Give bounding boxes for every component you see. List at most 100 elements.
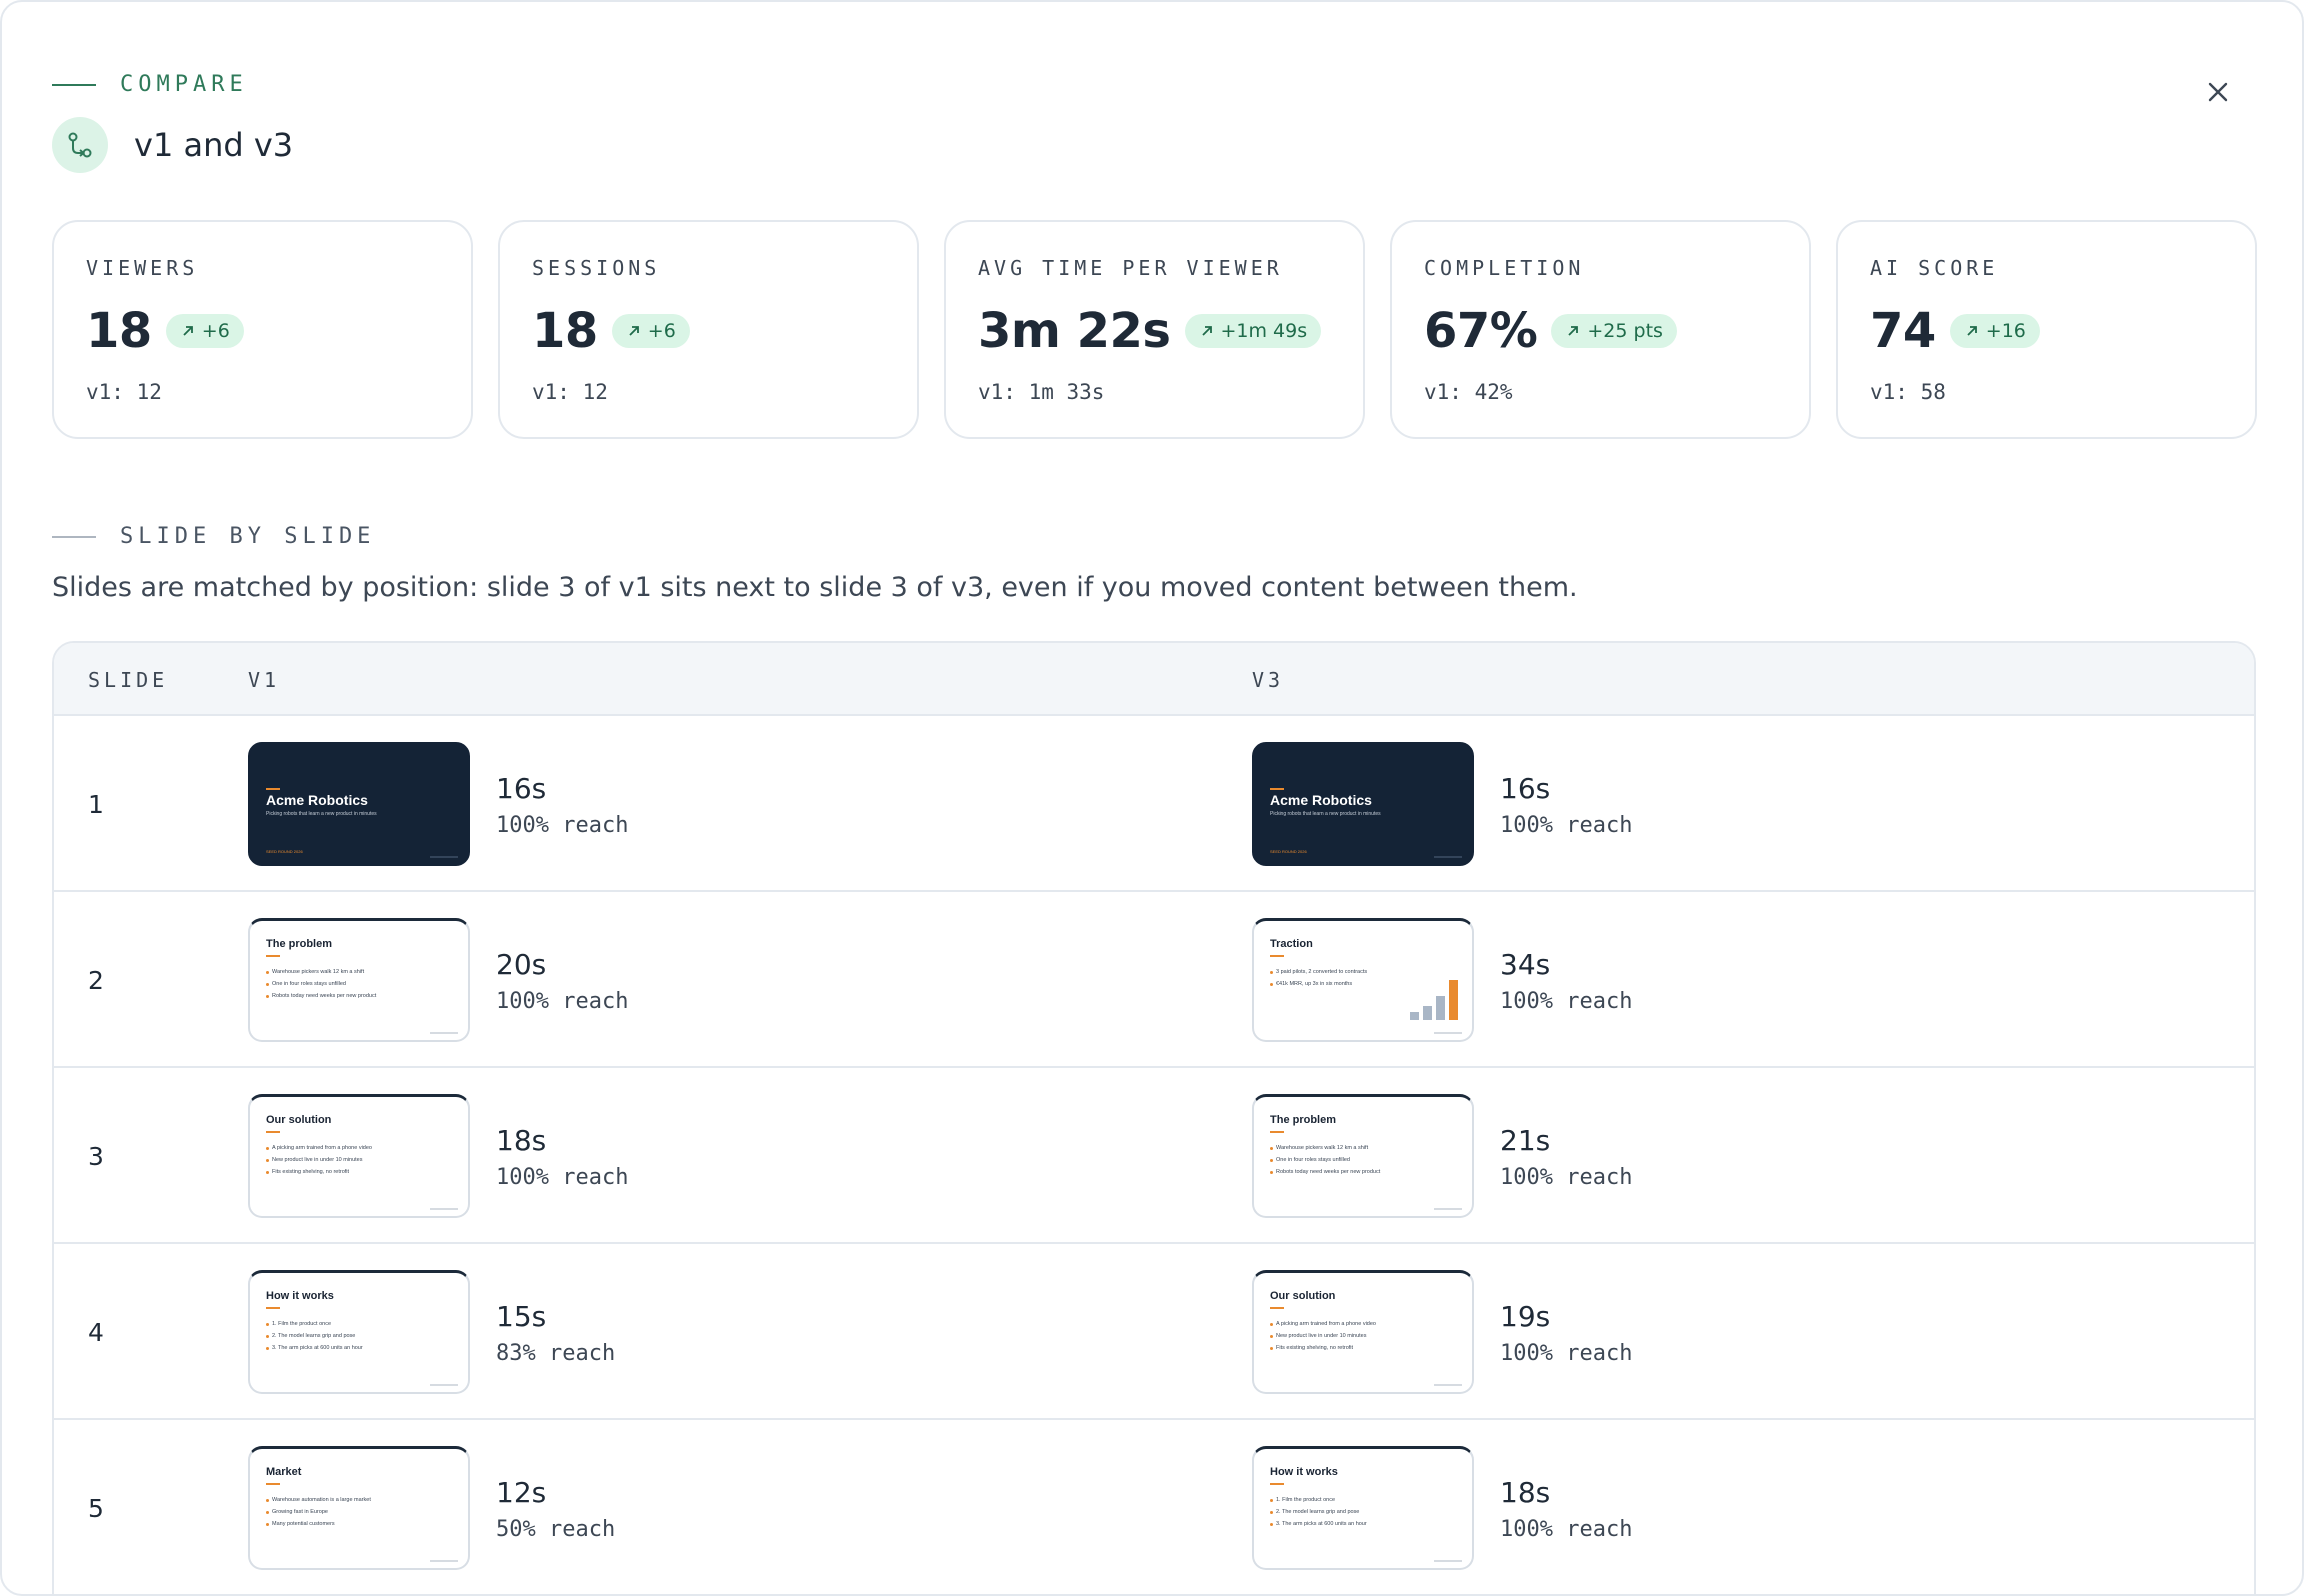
arrow-up-right-icon bbox=[1201, 326, 1212, 336]
thumbnail-title: Market bbox=[266, 1466, 302, 1478]
slide-thumbnail[interactable]: Acme Robotics Picking robots that learn … bbox=[1252, 742, 1474, 866]
stat-label: COMPLETION bbox=[1424, 256, 1585, 280]
thumbnail-bullets: Warehouse pickers walk 12 km a shift One… bbox=[1270, 1142, 1380, 1178]
table-row: 3 Our solution A picking arm trained fro… bbox=[54, 1068, 2254, 1244]
reach-percent: 100% reach bbox=[1500, 1341, 1633, 1366]
reach-percent: 100% reach bbox=[1500, 989, 1633, 1014]
mini-chart-bar bbox=[1449, 980, 1458, 1020]
thumbnail-bullets: 1. Film the product once 2. The model le… bbox=[266, 1318, 363, 1354]
reach-percent: 83% reach bbox=[496, 1341, 616, 1366]
stat-delta-text: +6 bbox=[647, 320, 676, 342]
stat-card-ai-score: AI SCORE 74 +16 v1: 58 bbox=[1836, 220, 2257, 439]
dialog-title: v1 and v3 bbox=[134, 126, 294, 164]
thumbnail-bullet: Growing fast in Europe bbox=[266, 1506, 371, 1518]
thumbnail-bullet: 1. Film the product once bbox=[266, 1318, 363, 1330]
stat-value: 18 bbox=[532, 303, 598, 359]
thumbnail-accent bbox=[266, 788, 280, 790]
reach-percent: 100% reach bbox=[496, 813, 629, 838]
stat-label: SESSIONS bbox=[532, 256, 661, 280]
v3-cell: Traction 3 paid pilots, 2 converted to c… bbox=[1252, 918, 1632, 1042]
thumbnail-footer bbox=[430, 1384, 458, 1386]
close-icon bbox=[2208, 82, 2228, 102]
stat-delta-text: +25 pts bbox=[1587, 320, 1663, 342]
view-time: 12s bbox=[496, 1476, 547, 1509]
reach-percent: 100% reach bbox=[1500, 813, 1633, 838]
table-row: 5 Market Warehouse automation is a large… bbox=[54, 1420, 2254, 1594]
thumbnail-accent bbox=[1270, 1483, 1284, 1485]
stat-delta-badge: +16 bbox=[1949, 314, 2040, 348]
thumbnail-bullets: A picking arm trained from a phone video… bbox=[1270, 1318, 1376, 1354]
arrow-up-right-icon bbox=[629, 326, 639, 336]
stat-value: 67% bbox=[1424, 303, 1538, 359]
thumbnail-footer bbox=[430, 1032, 458, 1034]
thumbnail-footer bbox=[1434, 856, 1462, 858]
thumbnail-tag: SEED ROUND 2026 bbox=[1270, 849, 1307, 854]
thumbnail-bullet: Warehouse pickers walk 12 km a shift bbox=[266, 966, 376, 978]
thumbnail-bullet: 3. The arm picks at 600 units an hour bbox=[266, 1342, 363, 1354]
stat-label: AI SCORE bbox=[1870, 256, 1999, 280]
v1-cell: Market Warehouse automation is a large m… bbox=[248, 1446, 615, 1570]
slide-number: 2 bbox=[88, 966, 104, 995]
arrow-up-right-icon bbox=[183, 326, 193, 336]
v3-cell: How it works 1. Film the product once 2.… bbox=[1252, 1446, 1632, 1570]
stat-delta-text: +1m 49s bbox=[1220, 320, 1308, 342]
v1-cell: How it works 1. Film the product once 2.… bbox=[248, 1270, 615, 1394]
table-row: 2 The problem Warehouse pickers walk 12 … bbox=[54, 892, 2254, 1068]
thumbnail-bullet: 1. Film the product once bbox=[1270, 1494, 1367, 1506]
thumbnail-bullet: Fits existing shelving, no retrofit bbox=[1270, 1342, 1376, 1354]
thumbnail-accent bbox=[266, 1307, 280, 1309]
slide-thumbnail[interactable]: Acme Robotics Picking robots that learn … bbox=[248, 742, 470, 866]
thumbnail-bullet: A picking arm trained from a phone video bbox=[1270, 1318, 1376, 1330]
slide-thumbnail[interactable]: Our solution A picking arm trained from … bbox=[248, 1094, 470, 1218]
thumbnail-bullet: Warehouse pickers walk 12 km a shift bbox=[1270, 1142, 1380, 1154]
stat-card-sessions: SESSIONS 18 +6 v1: 12 bbox=[498, 220, 919, 439]
thumbnail-accent bbox=[1270, 1131, 1284, 1133]
slide-thumbnail[interactable]: How it works 1. Film the product once 2.… bbox=[1252, 1446, 1474, 1570]
column-header-v3: V3 bbox=[1252, 668, 1285, 692]
view-time: 16s bbox=[1500, 772, 1551, 805]
v3-cell: The problem Warehouse pickers walk 12 km… bbox=[1252, 1094, 1632, 1218]
close-button[interactable] bbox=[2198, 72, 2238, 112]
stat-value: 74 bbox=[1870, 303, 1936, 359]
slide-thumbnail[interactable]: How it works 1. Film the product once 2.… bbox=[248, 1270, 470, 1394]
stat-delta-badge: +1m 49s bbox=[1184, 314, 1322, 348]
column-header-slide: SLIDE bbox=[88, 668, 169, 692]
thumbnail-bullets: Warehouse automation is a large market G… bbox=[266, 1494, 371, 1530]
reach-percent: 100% reach bbox=[1500, 1165, 1633, 1190]
stat-previous: v1: 12 bbox=[532, 380, 608, 404]
slide-number: 4 bbox=[88, 1318, 104, 1347]
mini-chart-bar bbox=[1436, 996, 1445, 1020]
thumbnail-title: How it works bbox=[266, 1290, 334, 1302]
stat-delta-text: +6 bbox=[201, 320, 230, 342]
reach-percent: 100% reach bbox=[1500, 1517, 1633, 1542]
reach-percent: 50% reach bbox=[496, 1517, 616, 1542]
thumbnail-title: The problem bbox=[1270, 1114, 1337, 1126]
column-header-v1: V1 bbox=[248, 668, 281, 692]
stat-previous: v1: 58 bbox=[1870, 380, 1946, 404]
thumbnail-footer bbox=[1434, 1384, 1462, 1386]
view-time: 19s bbox=[1500, 1300, 1551, 1333]
stat-previous: v1: 42% bbox=[1424, 380, 1513, 404]
thumbnail-bullets: 1. Film the product once 2. The model le… bbox=[1270, 1494, 1367, 1530]
thumbnail-footer bbox=[1434, 1208, 1462, 1210]
thumbnail-bullet: €41k MRR, up 3x in six months bbox=[1270, 978, 1367, 990]
stat-card-viewers: VIEWERS 18 +6 v1: 12 bbox=[52, 220, 473, 439]
eyebrow-dash bbox=[52, 83, 96, 86]
thumbnail-title: Our solution bbox=[1270, 1290, 1336, 1302]
thumbnail-mini-chart bbox=[1410, 980, 1458, 1020]
slide-thumbnail[interactable]: Our solution A picking arm trained from … bbox=[1252, 1270, 1474, 1394]
slide-thumbnail[interactable]: The problem Warehouse pickers walk 12 km… bbox=[1252, 1094, 1474, 1218]
slide-thumbnail[interactable]: Market Warehouse automation is a large m… bbox=[248, 1446, 470, 1570]
v3-cell: Acme Robotics Picking robots that learn … bbox=[1252, 742, 1632, 866]
thumbnail-subtitle: Picking robots that learn a new product … bbox=[266, 811, 377, 817]
slide-thumbnail[interactable]: The problem Warehouse pickers walk 12 km… bbox=[248, 918, 470, 1042]
thumbnail-bullet: Robots today need weeks per new product bbox=[266, 990, 376, 1002]
v1-cell: Acme Robotics Picking robots that learn … bbox=[248, 742, 628, 866]
thumbnail-bullet: One in four roles stays unfilled bbox=[1270, 1154, 1380, 1166]
slide-number: 1 bbox=[88, 790, 104, 819]
slide-thumbnail[interactable]: Traction 3 paid pilots, 2 converted to c… bbox=[1252, 918, 1474, 1042]
stat-card-completion: COMPLETION 67% +25 pts v1: 42% bbox=[1390, 220, 1811, 439]
arrow-up-right-icon bbox=[1568, 326, 1579, 336]
thumbnail-footer bbox=[1434, 1560, 1462, 1562]
thumbnail-accent bbox=[1270, 1307, 1284, 1309]
